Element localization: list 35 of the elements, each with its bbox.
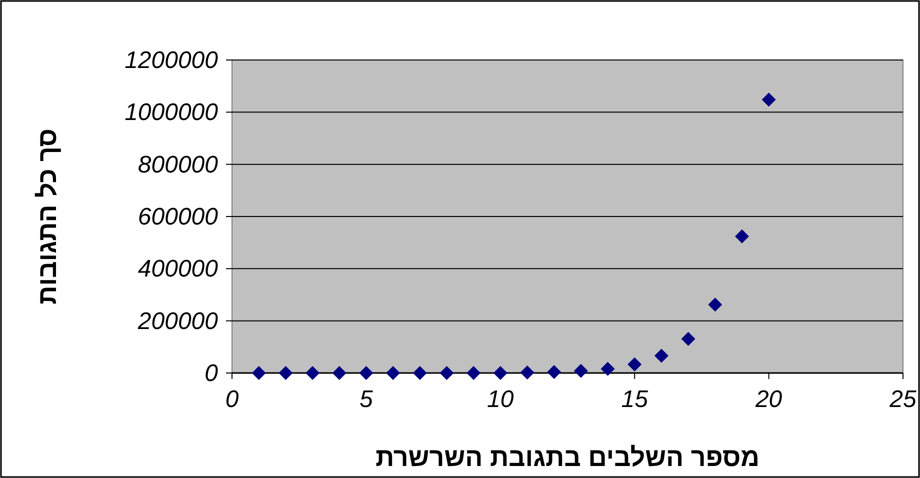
y-tick-label: 0 xyxy=(204,360,219,387)
point xyxy=(600,362,615,376)
point xyxy=(520,365,534,380)
point xyxy=(493,366,508,380)
point xyxy=(278,366,293,380)
x-tick-label: 10 xyxy=(487,386,514,413)
point xyxy=(252,366,266,380)
x-tick-label: 5 xyxy=(360,386,374,413)
point xyxy=(628,357,642,372)
point xyxy=(440,366,454,380)
y-tick-label: 200000 xyxy=(136,308,219,335)
y-tick-label: 800000 xyxy=(138,151,219,178)
point xyxy=(654,348,668,363)
x-tick-label: 20 xyxy=(754,386,783,413)
point xyxy=(466,366,481,380)
point xyxy=(412,366,427,380)
y-tick-label: 1200000 xyxy=(124,47,219,74)
point xyxy=(332,366,346,380)
point xyxy=(681,332,696,346)
point xyxy=(574,364,588,378)
point xyxy=(306,366,320,380)
y-tick-label: 600000 xyxy=(138,204,219,230)
point xyxy=(359,366,374,380)
y-tick-label: 1000000 xyxy=(124,99,219,126)
x-tick-label: 0 xyxy=(225,386,240,413)
x-tick-label: 25 xyxy=(888,386,917,413)
point xyxy=(547,364,562,379)
y-axis-title: סך כל התגובות xyxy=(32,128,62,304)
x-axis-title: מספר השלבים בתגובת השרשרת xyxy=(375,442,760,472)
y-tick-label: 400000 xyxy=(138,256,219,283)
point xyxy=(386,366,400,380)
point xyxy=(734,229,749,244)
point xyxy=(762,92,776,107)
point xyxy=(708,298,722,312)
x-tick-label: 15 xyxy=(621,386,649,413)
